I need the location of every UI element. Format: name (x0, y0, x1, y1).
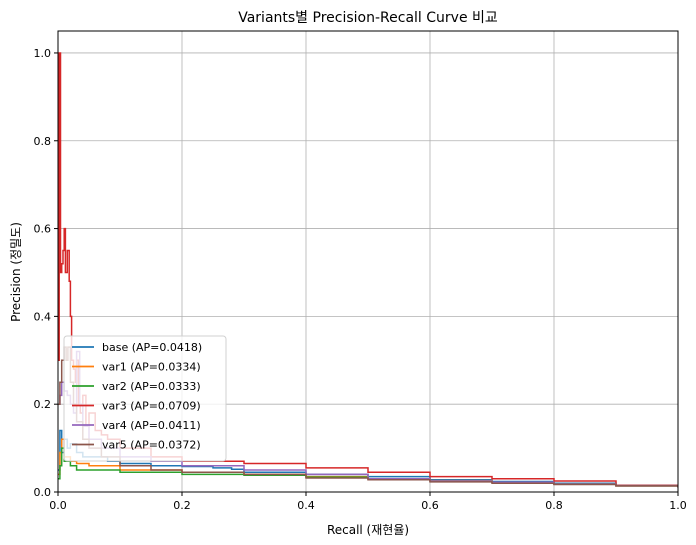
x-tick-label: 1.0 (669, 499, 687, 512)
x-tick-label: 0.8 (545, 499, 563, 512)
x-axis-label: Recall (재현율) (327, 523, 409, 537)
y-tick-label: 1.0 (34, 47, 52, 60)
legend-entry: var3 (AP=0.0709) (102, 400, 201, 413)
x-tick-label: 0.4 (297, 499, 315, 512)
x-tick-label: 0.0 (49, 499, 67, 512)
y-tick-label: 0.4 (34, 310, 52, 323)
legend-entry: var5 (AP=0.0372) (102, 439, 201, 452)
legend-entry: var1 (AP=0.0334) (102, 361, 201, 374)
x-tick-label: 0.2 (173, 499, 191, 512)
y-axis-label: Precision (정밀도) (9, 222, 23, 322)
y-tick-label: 0.8 (34, 135, 52, 148)
y-tick-label: 0.6 (34, 223, 52, 236)
plot-frame (57, 30, 679, 493)
legend-entry: base (AP=0.0418) (102, 341, 202, 354)
axis-ticks: 0.0 0.2 0.4 0.6 0.8 1.0 0.0 0.2 0.4 0.6 0.8 1.0 (34, 47, 687, 512)
legend-entry: var4 (AP=0.0411) (102, 419, 201, 432)
legend-box (63, 335, 227, 462)
chart-title: Variants별 Precision-Recall Curve 비교 (238, 10, 498, 26)
legend: base (AP=0.0418) var1 (AP=0.0334) var2 (AP… (63, 335, 227, 462)
y-tick-label: 0.0 (34, 486, 52, 499)
legend-entry: var2 (AP=0.0333) (102, 380, 201, 393)
x-tick-label: 0.6 (421, 499, 439, 512)
y-tick-label: 0.2 (34, 398, 52, 411)
